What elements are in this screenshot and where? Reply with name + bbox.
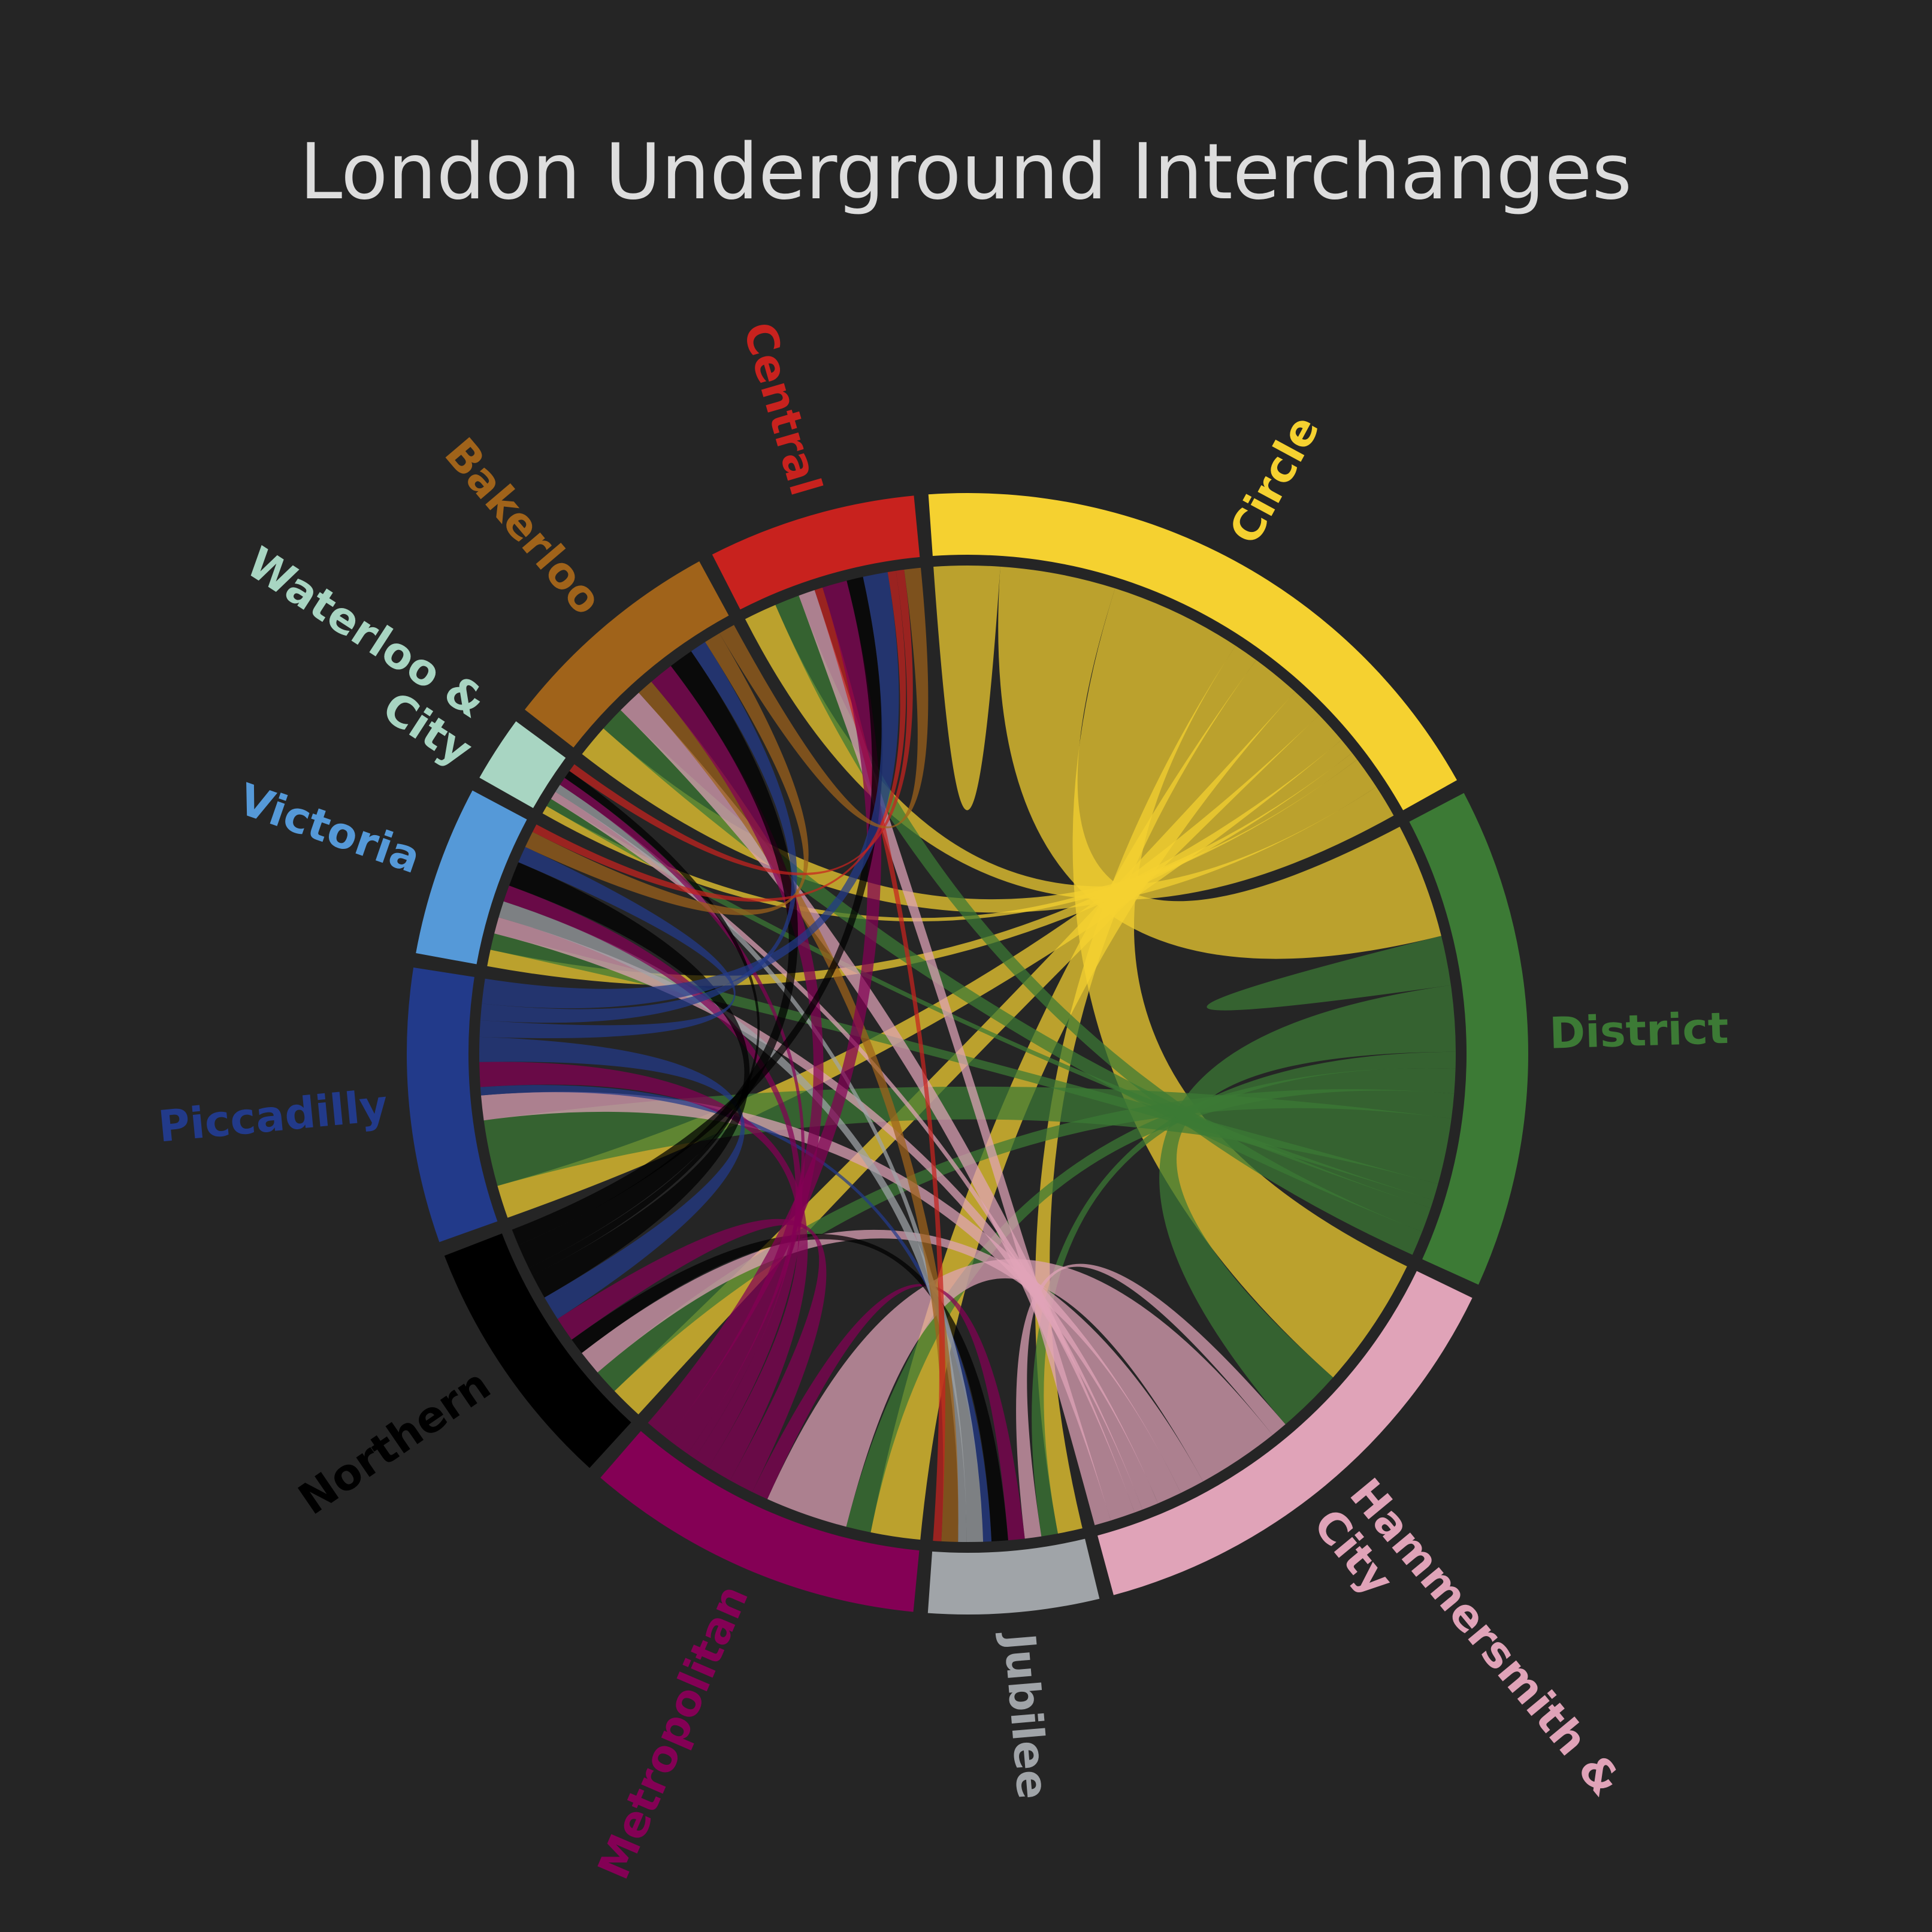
group-label: Central (733, 316, 832, 501)
chord (719, 567, 929, 829)
chord (933, 566, 1000, 811)
chord (497, 715, 1342, 1218)
chord (767, 1259, 1273, 1527)
group-arc (1409, 793, 1528, 1285)
group-label: Victoria (232, 774, 427, 884)
group-label: Bakerloo (435, 428, 612, 624)
group-label: Waterloo & City (212, 537, 507, 775)
chord (479, 1036, 745, 1319)
group-arc (525, 561, 729, 748)
group-label: Jubilee (994, 1629, 1058, 1801)
group-arc (479, 721, 566, 808)
group-arc (928, 493, 1458, 811)
group-arc (444, 1233, 631, 1468)
group-arc (416, 790, 527, 965)
group-arc (600, 1431, 920, 1612)
chord (752, 1284, 1025, 1541)
group-arc (1097, 1271, 1473, 1595)
group-label: Piccadilly (156, 1080, 390, 1152)
chord (799, 590, 1111, 1525)
group-arc (927, 1538, 1100, 1614)
chord (528, 771, 760, 1276)
chord (490, 933, 1438, 1201)
chord (1207, 936, 1451, 1011)
chord (998, 566, 1441, 959)
group-label: Hammersmith & City (1304, 1469, 1641, 1847)
chord (648, 580, 882, 1439)
group-label: Circle (1220, 407, 1329, 552)
chord (870, 660, 1295, 1540)
chord (639, 681, 959, 1542)
chord (557, 1219, 827, 1492)
arcs (407, 493, 1528, 1614)
chord (1159, 985, 1456, 1425)
chord (509, 862, 750, 1298)
chord (1035, 645, 1256, 1534)
chord (480, 1085, 992, 1542)
group-label: District (1549, 1003, 1729, 1059)
group-arc (407, 967, 498, 1242)
chord (498, 901, 984, 1542)
chart-title: London Underground Interchanges (300, 128, 1632, 217)
group-arc (712, 495, 920, 610)
group-label: Northern (289, 1359, 499, 1524)
chord (603, 710, 1431, 1232)
chords (479, 566, 1456, 1542)
group-label: Metropolitan (588, 1578, 758, 1886)
chord (479, 846, 736, 1039)
